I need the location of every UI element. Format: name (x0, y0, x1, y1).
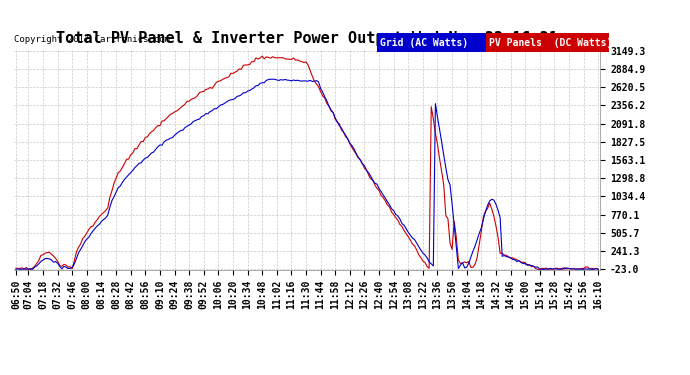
FancyBboxPatch shape (486, 33, 609, 52)
Text: PV Panels  (DC Watts): PV Panels (DC Watts) (489, 38, 612, 48)
Text: Grid (AC Watts): Grid (AC Watts) (380, 38, 469, 48)
Title: Total PV Panel & Inverter Power Output Wed Nov 22 16:21: Total PV Panel & Inverter Power Output W… (56, 31, 558, 46)
Text: Copyright 2017 Cartronics.com: Copyright 2017 Cartronics.com (14, 35, 170, 44)
FancyBboxPatch shape (377, 33, 486, 52)
